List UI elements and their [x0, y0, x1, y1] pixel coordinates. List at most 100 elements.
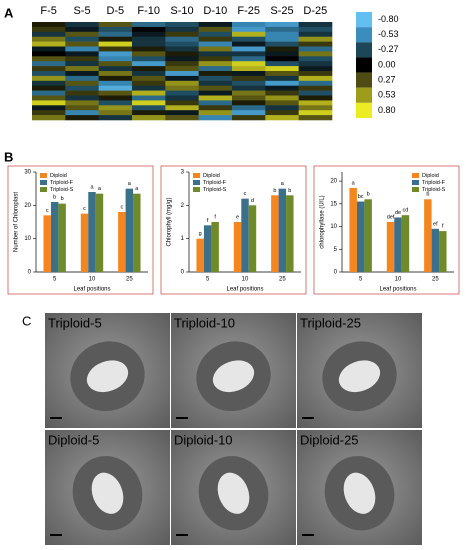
heat-cell: [165, 95, 199, 101]
starch-grain: [86, 360, 129, 393]
heat-cell: [98, 36, 133, 42]
bar: [401, 215, 410, 272]
heat-cell: [165, 105, 199, 111]
heat-cell: [232, 36, 266, 42]
micrograph-label: Triploid-10: [174, 315, 235, 330]
heat-cell: [198, 51, 233, 57]
heat-cell: [65, 80, 99, 86]
heat-cell: [298, 66, 333, 72]
starch-grain: [91, 472, 124, 514]
panel-label: B: [4, 149, 13, 164]
heat-cell: [232, 80, 266, 86]
heat-cell: [165, 80, 199, 86]
heat-cell: [165, 71, 199, 77]
heat-cell: [265, 51, 299, 57]
heat-cell: [232, 75, 266, 82]
x-tick-label: 10: [89, 277, 96, 283]
heat-cell: [132, 110, 166, 116]
x-tick-label: 5: [206, 277, 210, 283]
heat-cell: [65, 105, 99, 111]
heat-cell: [32, 51, 66, 57]
colorbar-swatch: [356, 87, 372, 103]
heat-cell: [265, 56, 299, 62]
heat-cell: [265, 31, 299, 37]
heat-cell: [298, 90, 333, 96]
heat-cell: [98, 105, 133, 111]
legend-swatch: [40, 187, 47, 192]
legend-label: Triploid-F: [422, 180, 446, 186]
x-tick-label: 5: [53, 277, 57, 283]
significance-letter: f: [442, 224, 444, 230]
significance-letter: b: [61, 196, 64, 202]
heat-cell: [232, 100, 266, 106]
column-label: S-25: [270, 5, 293, 17]
heat-cell: [32, 85, 66, 91]
heat-cell: [298, 46, 333, 52]
micrograph-label: Diploid-10: [174, 432, 233, 447]
heat-cell: [98, 66, 133, 72]
x-tick-label: 25: [126, 277, 133, 283]
heat-cell: [265, 110, 299, 116]
y-tick-label: 3: [181, 170, 185, 176]
heat-cell: [32, 36, 66, 42]
heat-cell: [165, 75, 199, 82]
significance-letter: bc: [358, 194, 364, 200]
heat-cell: [198, 115, 233, 121]
heat-cell: [65, 56, 99, 62]
column-label: F-10: [137, 5, 160, 17]
heat-cell: [298, 36, 333, 42]
colorbar-swatch: [356, 72, 372, 88]
legend-swatch: [412, 180, 419, 185]
heat-cell: [198, 95, 233, 101]
heat-cell: [65, 110, 99, 116]
heat-cell: [32, 41, 66, 47]
significance-letter: c: [244, 191, 247, 197]
colorbar-swatch: [356, 57, 372, 73]
significance-letter: ef: [433, 221, 438, 227]
x-axis-label: Leaf positions: [379, 287, 416, 293]
heat-cell: [165, 115, 199, 121]
heat-cell: [65, 61, 99, 67]
heat-cell: [165, 26, 199, 33]
y-axis-label: chlorophyllase (U/L): [320, 195, 326, 248]
bar: [233, 222, 242, 272]
legend-swatch: [193, 180, 200, 185]
significance-letter: b: [288, 188, 291, 194]
heat-cell: [65, 22, 99, 28]
heat-cell: [65, 115, 99, 121]
bar: [133, 193, 141, 272]
heat-cell: [65, 90, 99, 96]
bar: [241, 198, 249, 272]
y-tick-label: 0: [181, 270, 185, 276]
significance-letter: f: [214, 214, 216, 220]
heat-cell: [232, 90, 266, 96]
heat-cell: [98, 61, 133, 67]
heat-cell: [98, 80, 133, 86]
legend-swatch: [40, 173, 47, 178]
y-tick-label: 0: [334, 270, 338, 276]
heat-cell: [32, 26, 66, 33]
heat-cell: [132, 71, 166, 77]
bar: [278, 188, 287, 272]
heat-cell: [232, 85, 266, 91]
starch-grain: [338, 360, 381, 393]
bar: [125, 188, 134, 272]
x-tick-label: 10: [242, 277, 249, 283]
heat-cell: [165, 46, 199, 52]
heat-cell: [232, 26, 266, 33]
chart-frame: [7, 165, 154, 295]
heat-cell: [65, 51, 99, 57]
y-tick-label: 1: [181, 236, 185, 242]
x-tick-label: 25: [432, 277, 439, 283]
y-tick-label: 30: [24, 170, 31, 176]
x-tick-label: 25: [279, 277, 286, 283]
heat-cell: [132, 56, 166, 62]
x-axis-label: Leaf positions: [73, 287, 110, 293]
heat-cell: [65, 66, 99, 72]
y-tick-label: 0: [28, 270, 32, 276]
y-tick-label: 10: [330, 224, 337, 230]
heat-cell: [98, 95, 133, 101]
heat-cell: [198, 110, 233, 116]
legend-swatch: [412, 173, 419, 178]
heat-cell: [32, 75, 66, 82]
